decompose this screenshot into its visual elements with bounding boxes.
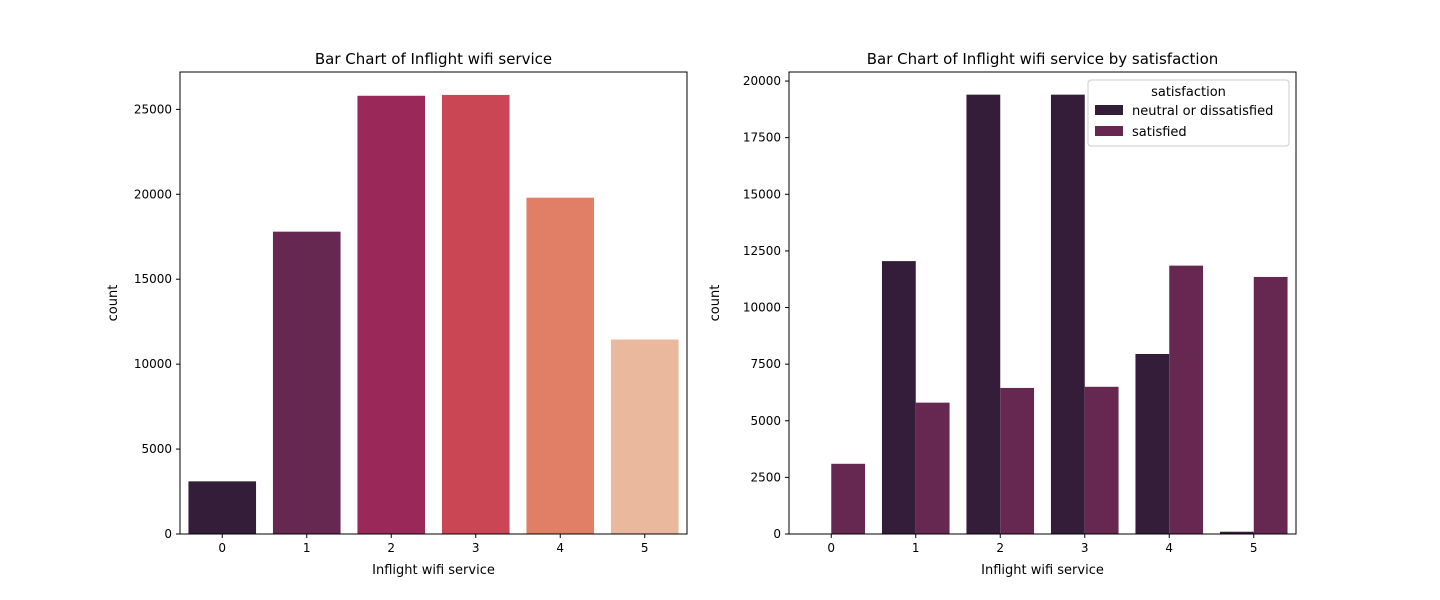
chart-title: Bar Chart of Inflight wifi service by sa… [867,50,1219,68]
bar-neutral-or-dissatisfied-4 [1135,353,1170,534]
legend: satisfaction neutral or dissatisfied satis… [1087,79,1290,147]
y-tick-label: 20000 [743,74,781,88]
y-tick-label: 5000 [750,414,781,428]
x-axis-label: Inflight wifi service [372,563,495,578]
chart-1: 0 1 2 3 4 5 0 5000 10000 15000 20000 25000 Bar Chart… [106,50,688,578]
bar-satisfied-0 [831,463,866,534]
y-tick-label: 10000 [743,301,781,315]
bar-neutral-or-dissatisfied-1 [881,261,916,534]
legend-box [1087,79,1290,147]
y-tick-label: 20000 [134,187,172,201]
y-tick-label: 15000 [134,272,172,286]
y-tick-label: 12500 [743,244,781,258]
y-tick-label: 25000 [134,102,172,116]
legend-entry: neutral or dissatisfied [1132,104,1273,119]
x-tick-label: 2 [996,541,1004,555]
bar-neutral-or-dissatisfied-5 [1219,531,1254,534]
plot-frame [788,71,1297,535]
y-axis-label: count [106,285,121,322]
y-tick-label: 2500 [750,470,781,484]
legend-swatch [1095,126,1123,136]
x-tick-label: 3 [472,541,480,555]
x-tick-label: 3 [1081,541,1089,555]
bar-satisfied-2 [1000,387,1035,534]
bar-2 [357,95,426,534]
bar-0 [188,481,257,534]
y-tick-label: 7500 [750,357,781,371]
x-tick-label: 5 [641,541,649,555]
legend-swatch [1095,105,1123,115]
x-tick-label: 4 [1165,541,1173,555]
y-tick-label: 5000 [141,442,172,456]
plot-frame [179,71,688,535]
bar-5 [610,339,679,534]
bar-1 [272,231,341,535]
bar-3 [441,94,510,534]
x-tick-label: 1 [912,541,920,555]
bar-neutral-or-dissatisfied-2 [966,94,1001,534]
legend-entry: satisfied [1132,125,1187,140]
x-tick-label: 5 [1250,541,1258,555]
y-tick-label: 0 [164,527,172,541]
bar-4 [526,197,595,535]
x-tick-label: 1 [303,541,311,555]
chart-title: Bar Chart of Inflight wifi service [315,50,552,68]
bar-satisfied-4 [1169,265,1204,534]
bar-neutral-or-dissatisfied-3 [1050,94,1085,534]
x-tick-label: 0 [827,541,835,555]
x-tick-label: 2 [387,541,395,555]
chart-2: 0 1 2 3 4 5 0 2500 5000 7500 10000 12500 15000 17500 2… [708,50,1297,578]
y-tick-label: 17500 [743,131,781,145]
bar-satisfied-5 [1253,276,1288,534]
y-tick-label: 10000 [134,357,172,371]
bar-satisfied-3 [1084,386,1119,534]
x-tick-label: 4 [556,541,564,555]
legend-title: satisfaction [1151,85,1226,100]
y-axis-label: count [708,285,723,322]
x-tick-label: 0 [218,541,226,555]
bar-satisfied-1 [915,402,950,534]
y-tick-label: 15000 [743,187,781,201]
y-tick-label: 0 [773,527,781,541]
x-axis-label: Inflight wifi service [981,563,1104,578]
